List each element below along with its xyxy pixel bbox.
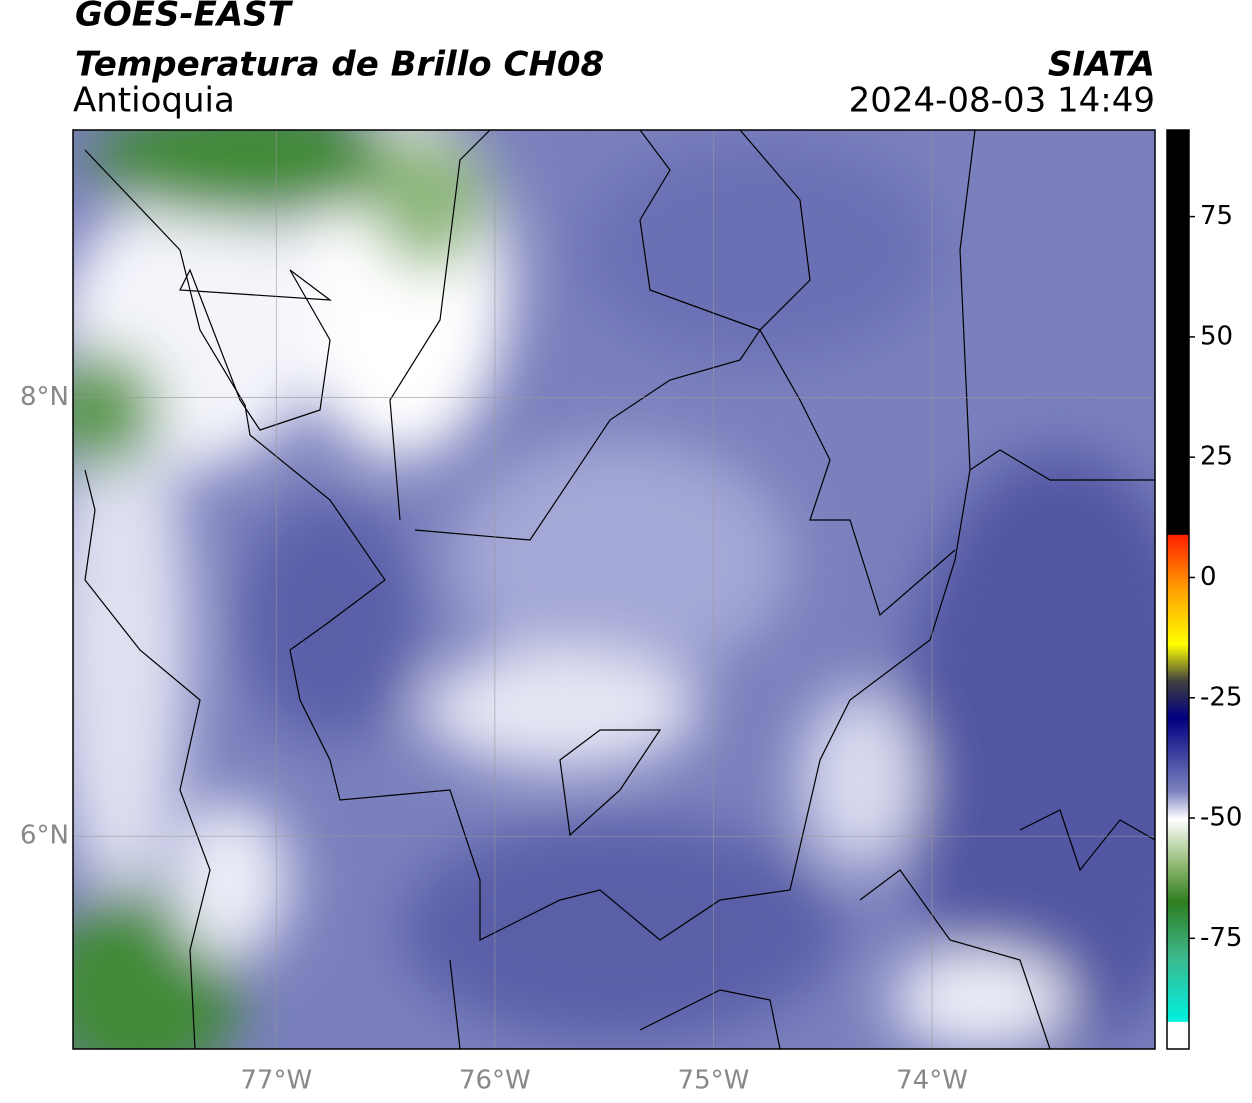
colorbar-tick-label: 75 bbox=[1200, 201, 1233, 231]
colorbar-ticks bbox=[1189, 215, 1195, 940]
colorbar-tick-label: 25 bbox=[1200, 442, 1233, 472]
title: GOES-EAST bbox=[75, 0, 294, 35]
colorbar bbox=[1166, 129, 1190, 1050]
colorbar-tick-label: 0 bbox=[1200, 562, 1217, 592]
colorbar-tick-label: 50 bbox=[1200, 321, 1233, 351]
x-tick-label: 74°W bbox=[896, 1066, 968, 1096]
colorbar-tick-label: -75 bbox=[1200, 923, 1242, 953]
x-tick-label: 75°W bbox=[678, 1066, 750, 1096]
x-tick-label: 76°W bbox=[459, 1066, 531, 1096]
satellite-image bbox=[73, 130, 1155, 1049]
region: Antioquia bbox=[73, 81, 235, 121]
gridlines bbox=[73, 130, 1155, 1049]
y-tick-label: 8°N bbox=[20, 382, 69, 412]
map-frame bbox=[72, 129, 1156, 1050]
source: SIATA bbox=[1048, 45, 1155, 85]
colorbar-tick-label: -50 bbox=[1200, 803, 1242, 833]
colorbar-tick-label: -25 bbox=[1200, 682, 1242, 712]
subtitle: Temperatura de Brillo CH08 bbox=[75, 45, 604, 85]
x-tick-label: 77°W bbox=[240, 1066, 312, 1096]
y-tick-label: 6°N bbox=[20, 821, 69, 851]
datetime: 2024-08-03 14:49 bbox=[849, 81, 1155, 121]
